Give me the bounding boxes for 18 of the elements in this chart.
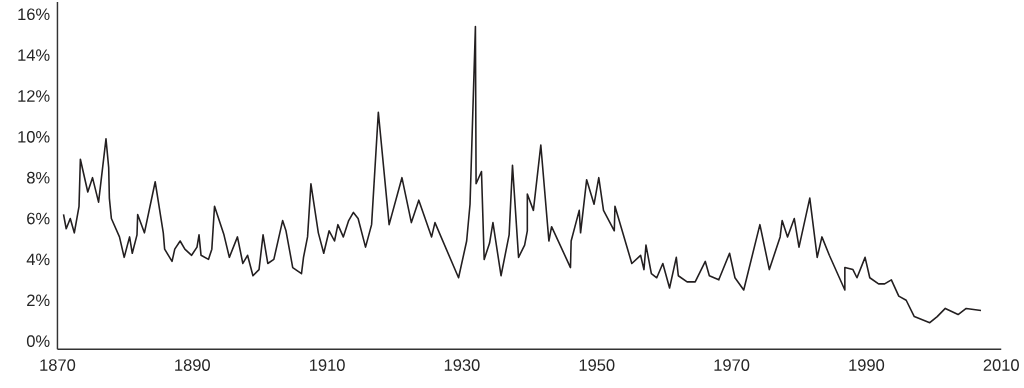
- line-series: [62, 25, 982, 324]
- x-tick-label: 1870: [40, 359, 76, 371]
- y-tick-label: 12%: [18, 90, 50, 102]
- x-tick-label: 1950: [579, 359, 615, 371]
- y-tick-label: 14%: [18, 49, 50, 61]
- x-tick-label: 1930: [444, 359, 480, 371]
- y-tick-label: 10%: [18, 130, 50, 143]
- x-tick-label: 1910: [310, 359, 345, 371]
- x-tick-label: 1970: [714, 359, 750, 371]
- y-tick-label: 0%: [26, 335, 50, 347]
- x-tick-label: 2010: [983, 359, 1019, 371]
- y-tick-label: 16%: [18, 8, 50, 20]
- y-tick-label: 4%: [26, 253, 50, 266]
- y-tick-label: 8%: [27, 171, 50, 184]
- y-tick-label: 2%: [27, 294, 50, 306]
- y-tick-label: 6%: [27, 212, 50, 225]
- x-tick-label: 1890: [175, 359, 210, 371]
- x-tick-label: 1990: [849, 359, 885, 371]
